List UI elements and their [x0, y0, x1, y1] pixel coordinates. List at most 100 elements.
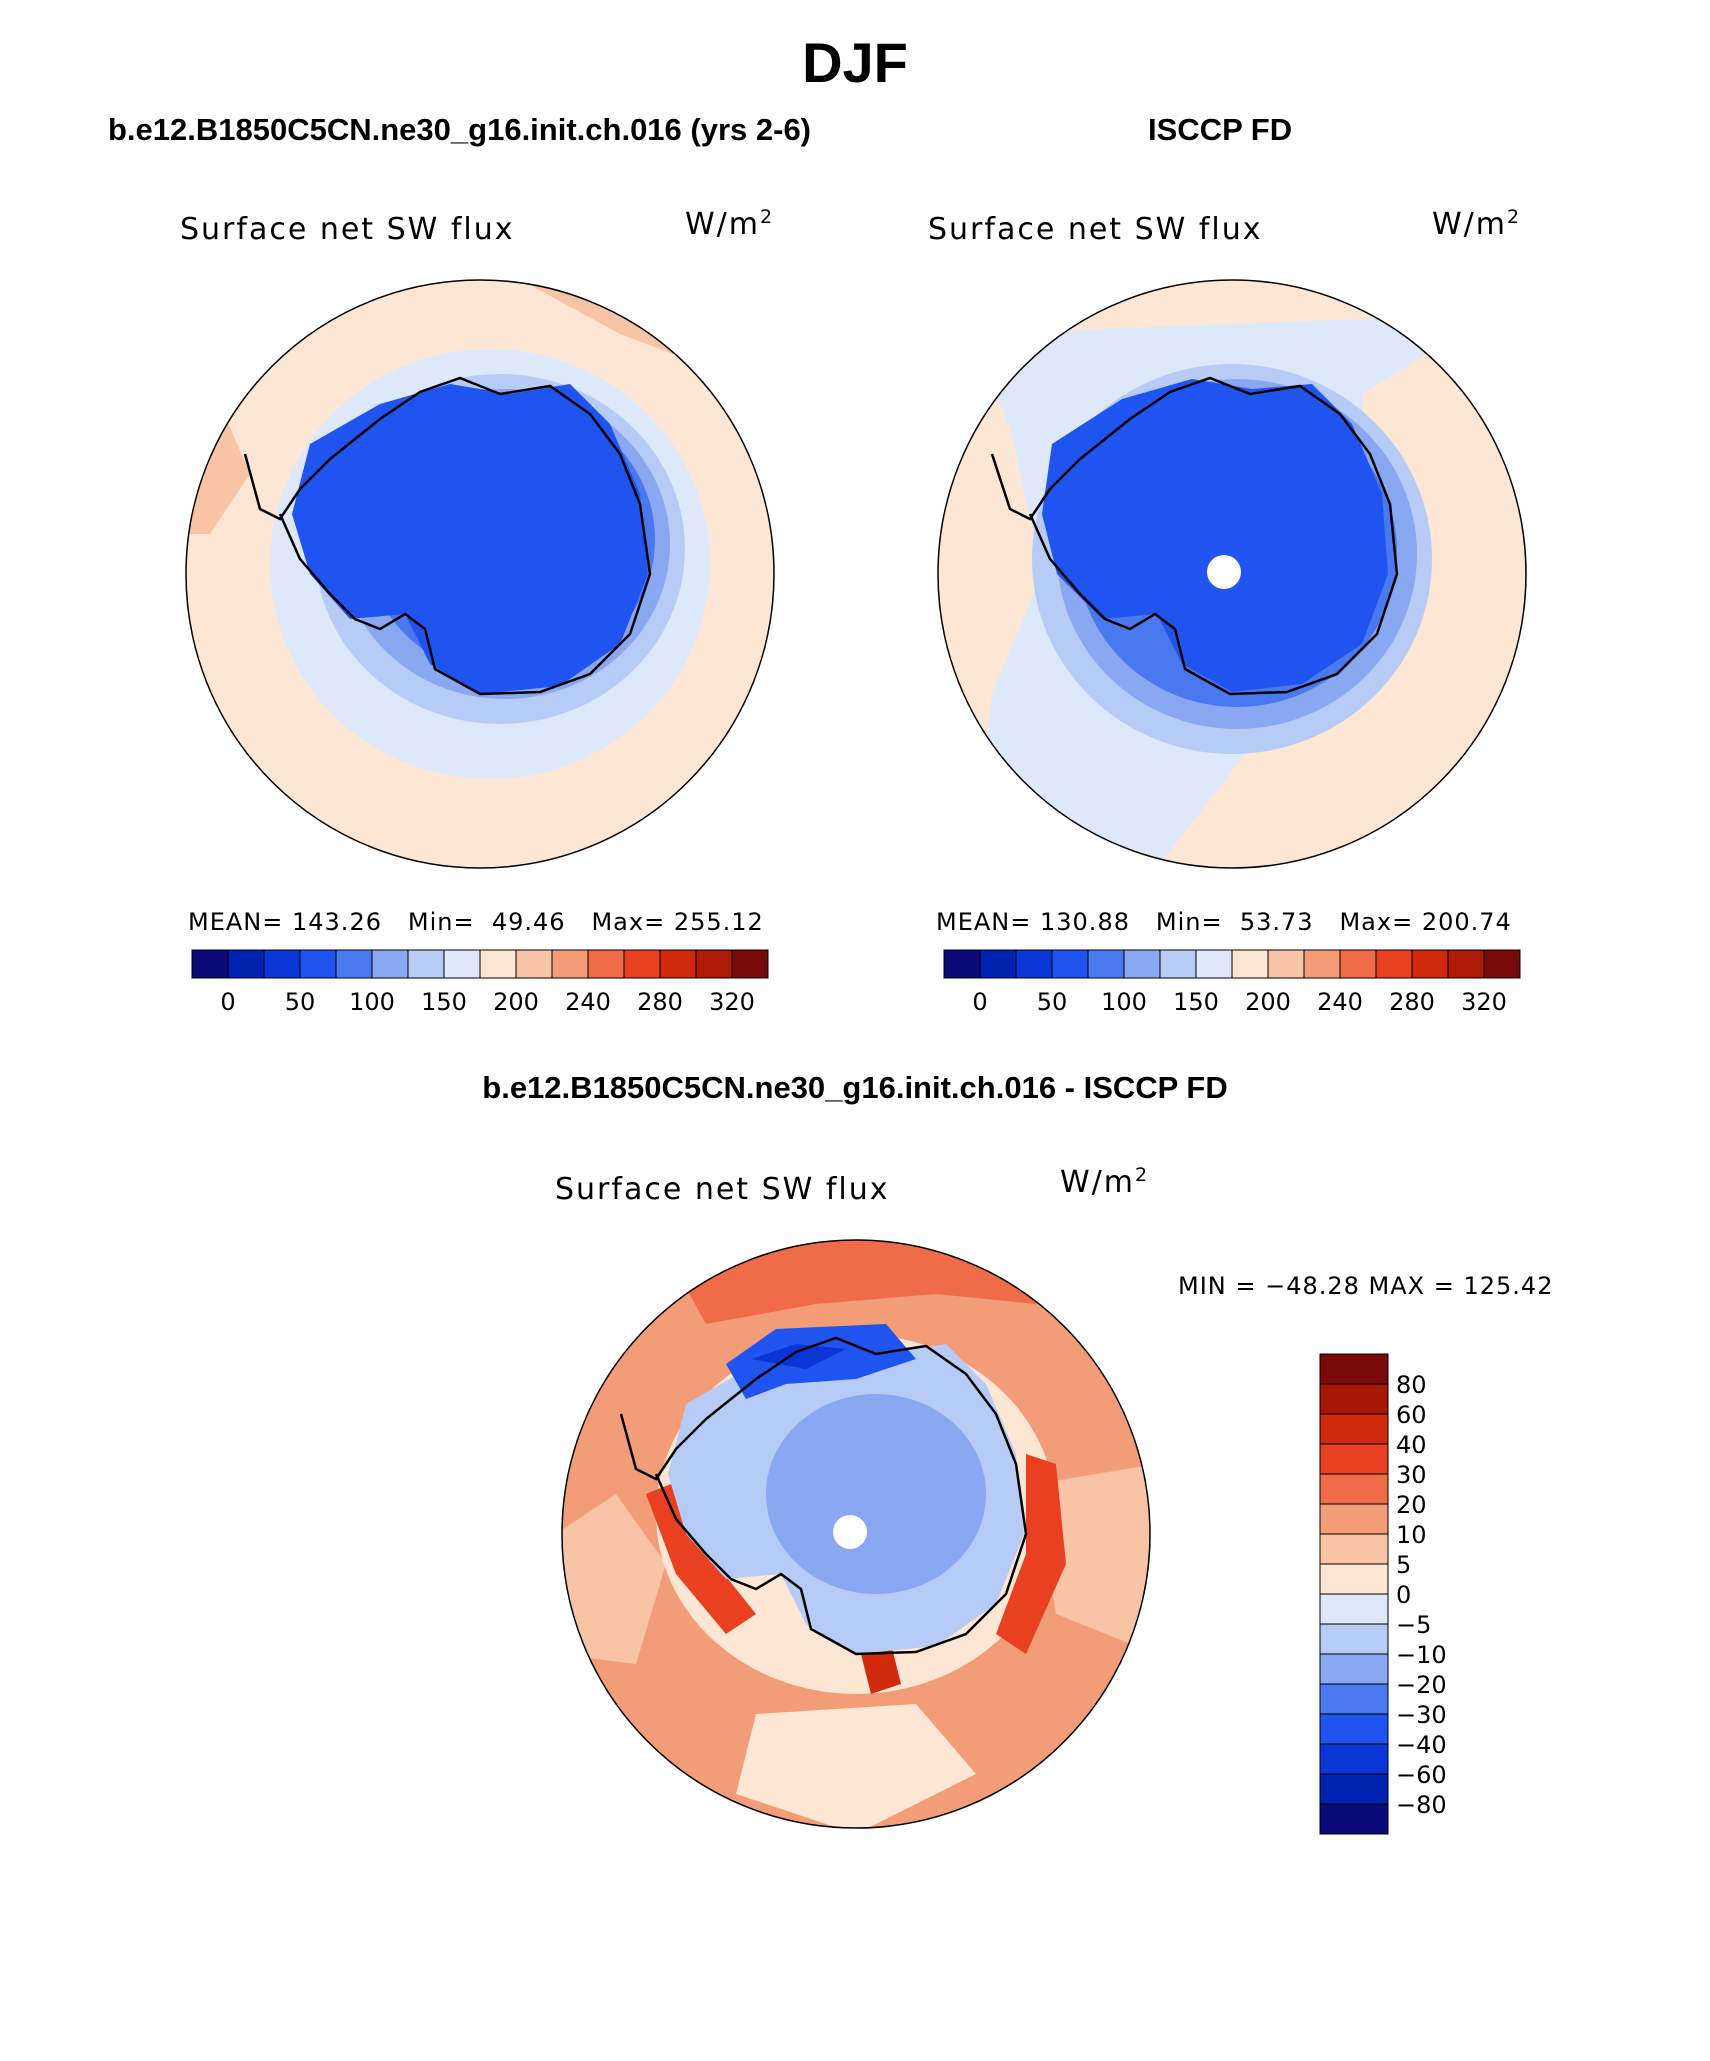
- colorbar-tick-label: 100: [349, 988, 395, 1016]
- colorbar-tick-label: 240: [565, 988, 611, 1016]
- colorbar-tick-label: 40: [1396, 1431, 1427, 1459]
- warm-patch: [736, 1704, 976, 1828]
- colorbar-swatch: [1303, 949, 1341, 979]
- colorbar-swatch: [1159, 949, 1197, 979]
- warm-patch: [1036, 1464, 1150, 1654]
- colorbar-tick-label: 0: [972, 988, 987, 1016]
- colorbar-swatch: [1319, 1413, 1389, 1445]
- colorbar-tick-label: 0: [220, 988, 235, 1016]
- colorbar-swatch: [1319, 1533, 1389, 1565]
- colorbar-swatch: [1319, 1653, 1389, 1685]
- colorbar-swatch: [659, 949, 697, 979]
- colorbar-tick-label: −30: [1396, 1701, 1447, 1729]
- panel-1-stats: MEAN= 143.26 Min= 49.46 Max= 255.12: [188, 908, 764, 936]
- colorbar-swatch: [1375, 949, 1413, 979]
- colorbar-swatch: [1123, 949, 1161, 979]
- panel-1-title: b.e12.B1850C5CN.ne30_g16.init.ch.016 (yr…: [108, 112, 812, 147]
- colorbar-swatch: [1319, 1623, 1389, 1655]
- colorbar-tick-label: −80: [1396, 1791, 1447, 1819]
- colorbar-tick-label: 50: [285, 988, 316, 1016]
- colorbar-tick-label: −60: [1396, 1761, 1447, 1789]
- panel-1-variable: Surface net SW flux: [180, 212, 515, 247]
- panel-3-units: W/m2: [1060, 1164, 1150, 1200]
- continent-coastline: [619, 1336, 1028, 1656]
- colorbar-tick-label: −10: [1396, 1641, 1447, 1669]
- season-title: DJF: [802, 31, 908, 94]
- colorbar-swatch: [943, 949, 981, 979]
- colorbar-swatch: [479, 949, 517, 979]
- colorbar-swatch: [1319, 1503, 1389, 1535]
- colorbar-swatch: [1319, 1713, 1389, 1745]
- colorbar-swatch: [263, 949, 301, 979]
- colorbar-swatch: [979, 949, 1017, 979]
- colorbar-swatch: [551, 949, 589, 979]
- colorbar-swatch: [1051, 949, 1089, 979]
- colorbar-tick-label: 80: [1396, 1371, 1427, 1399]
- panel-2-map: [937, 279, 1527, 869]
- colorbar-tick-label: −5: [1396, 1611, 1431, 1639]
- colorbar-swatch: [1411, 949, 1449, 979]
- colorbar-tick-label: 50: [1037, 988, 1068, 1016]
- colorbar-tick-label: 150: [1173, 988, 1219, 1016]
- panel-2-units: W/m2: [1432, 206, 1522, 242]
- colorbar-tick-label: 150: [421, 988, 467, 1016]
- colorbar-swatch: [1319, 1563, 1389, 1595]
- panel-2-variable: Surface net SW flux: [928, 212, 1263, 247]
- continent-coastline: [243, 376, 652, 696]
- colorbar-swatch: [1319, 1683, 1389, 1715]
- panel-3-variable: Surface net SW flux: [555, 1172, 890, 1207]
- map-border: [937, 279, 1527, 869]
- panel-2-title: ISCCP FD: [1148, 112, 1293, 147]
- panel-2-colorbar: 0 50 100 150 200 240 280 320: [943, 949, 1521, 1016]
- colorbar-tick-label: 280: [637, 988, 683, 1016]
- warm-patch: [562, 1494, 666, 1664]
- panel-2-stats: MEAN= 130.88 Min= 53.73 Max= 200.74: [936, 908, 1512, 936]
- colorbar-swatch: [1339, 949, 1377, 979]
- colorbar-swatch: [1319, 1383, 1389, 1415]
- panel-1-colorbar: 0 50 100 150 200 240 280 320: [191, 949, 769, 1016]
- colorbar-swatch: [1015, 949, 1053, 979]
- colorbar-swatch: [335, 949, 373, 979]
- colorbar-swatch: [731, 949, 769, 979]
- pole-mask: [1207, 555, 1241, 589]
- colorbar-swatch: [1195, 949, 1233, 979]
- colorbar-swatch: [191, 949, 229, 979]
- colorbar-tick-label: 0: [1396, 1581, 1411, 1609]
- colorbar-tick-label: 240: [1317, 988, 1363, 1016]
- colorbar-swatch: [623, 949, 661, 979]
- panel-3-minmax: MIN = −48.28 MAX = 125.42: [1178, 1272, 1554, 1300]
- colorbar-tick-label: 200: [493, 988, 539, 1016]
- continent-coastline: [990, 376, 1399, 696]
- colorbar-tick-label: −20: [1396, 1671, 1447, 1699]
- colorbar-swatch: [1319, 1743, 1389, 1775]
- colorbar-swatch: [1319, 1353, 1389, 1385]
- colorbar-swatch: [1319, 1773, 1389, 1805]
- colorbar-swatch: [1447, 949, 1485, 979]
- cool-anomaly: [751, 1344, 846, 1369]
- warm-rim: [996, 1454, 1066, 1654]
- colorbar-swatch: [1087, 949, 1125, 979]
- colorbar-swatch: [515, 949, 553, 979]
- continent-fill: [292, 384, 648, 694]
- colorbar-swatch: [1231, 949, 1269, 979]
- colorbar-tick-label: 10: [1396, 1521, 1427, 1549]
- colorbar-swatch: [1319, 1443, 1389, 1475]
- colorbar-swatch: [1483, 949, 1521, 979]
- colorbar-swatch: [1319, 1593, 1389, 1625]
- colorbar-tick-label: 60: [1396, 1401, 1427, 1429]
- colorbar-swatch: [227, 949, 265, 979]
- colorbar-tick-label: 5: [1396, 1551, 1411, 1579]
- colorbar-tick-label: 320: [709, 988, 755, 1016]
- continent-fill: [1042, 379, 1388, 692]
- map-border: [185, 279, 775, 869]
- panel-1-units: W/m2: [685, 206, 775, 242]
- colorbar-tick-label: 30: [1396, 1461, 1427, 1489]
- colorbar-swatch: [299, 949, 337, 979]
- pole-mask: [833, 1515, 867, 1549]
- colorbar-tick-label: 280: [1389, 988, 1435, 1016]
- colorbar-swatch: [407, 949, 445, 979]
- colorbar-tick-label: 20: [1396, 1491, 1427, 1519]
- colorbar-tick-label: 200: [1245, 988, 1291, 1016]
- colorbar-swatch: [587, 949, 625, 979]
